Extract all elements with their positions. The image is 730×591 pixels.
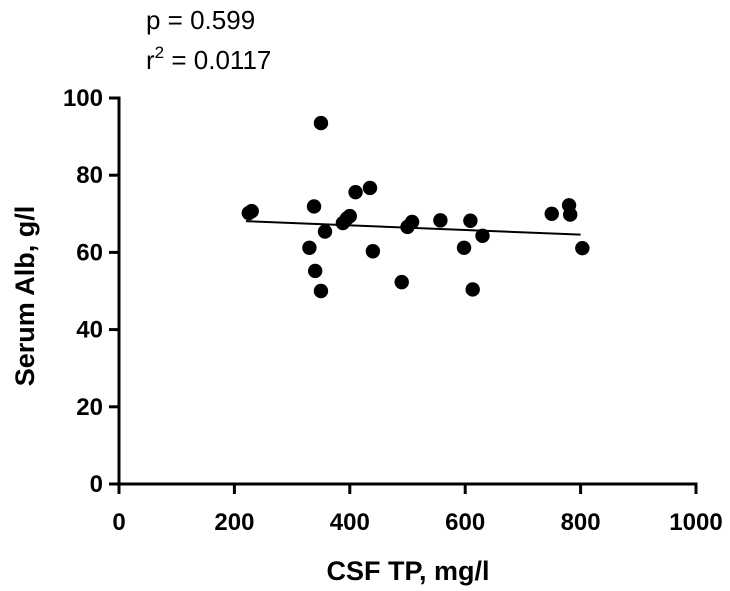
data-point-6 xyxy=(313,115,329,131)
data-point-15 xyxy=(394,274,409,290)
y-tick-label-60: 60 xyxy=(76,239,103,266)
x-tick-label-400: 400 xyxy=(330,509,370,536)
data-point-18 xyxy=(433,213,448,228)
p-value-annotation: p = 0.599 xyxy=(146,5,255,35)
data-point-23 xyxy=(544,206,559,221)
x-tick-label-1000: 1000 xyxy=(669,509,722,536)
data-point-3 xyxy=(302,240,317,255)
data-point-25 xyxy=(563,207,578,222)
x-axis-label: CSF TP, mg/l xyxy=(326,556,489,586)
data-point-20 xyxy=(463,213,478,228)
y-tick-label-100: 100 xyxy=(63,85,103,112)
x-tick-label-600: 600 xyxy=(445,509,485,536)
data-point-5 xyxy=(307,263,323,279)
y-tick-label-0: 0 xyxy=(90,471,103,498)
data-point-17 xyxy=(404,214,420,230)
y-tick-label-80: 80 xyxy=(76,162,103,189)
data-point-8 xyxy=(317,224,333,239)
data-point-7 xyxy=(313,283,329,299)
data-point-12 xyxy=(348,184,363,200)
x-tick-label-0: 0 xyxy=(112,509,125,536)
data-point-22 xyxy=(475,228,490,244)
data-point-21 xyxy=(465,282,480,297)
r-squared-base: r xyxy=(146,45,155,75)
data-point-19 xyxy=(456,240,472,255)
data-point-14 xyxy=(365,244,381,259)
y-tick-label-40: 40 xyxy=(76,317,103,344)
data-point-11 xyxy=(342,208,357,224)
r-squared-value: = 0.0117 xyxy=(164,45,271,75)
x-tick-label-200: 200 xyxy=(214,509,254,536)
x-tick-label-800: 800 xyxy=(561,509,601,536)
data-point-4 xyxy=(306,199,322,214)
data-point-2 xyxy=(244,203,259,219)
r-squared-annotation: r2 = 0.0117 xyxy=(146,43,271,75)
r-squared-exponent: 2 xyxy=(155,43,164,62)
y-axis-label: Serum Alb, g/l xyxy=(10,206,40,387)
data-point-13 xyxy=(362,180,378,196)
data-point-26 xyxy=(575,240,590,256)
y-tick-label-20: 20 xyxy=(76,394,103,421)
